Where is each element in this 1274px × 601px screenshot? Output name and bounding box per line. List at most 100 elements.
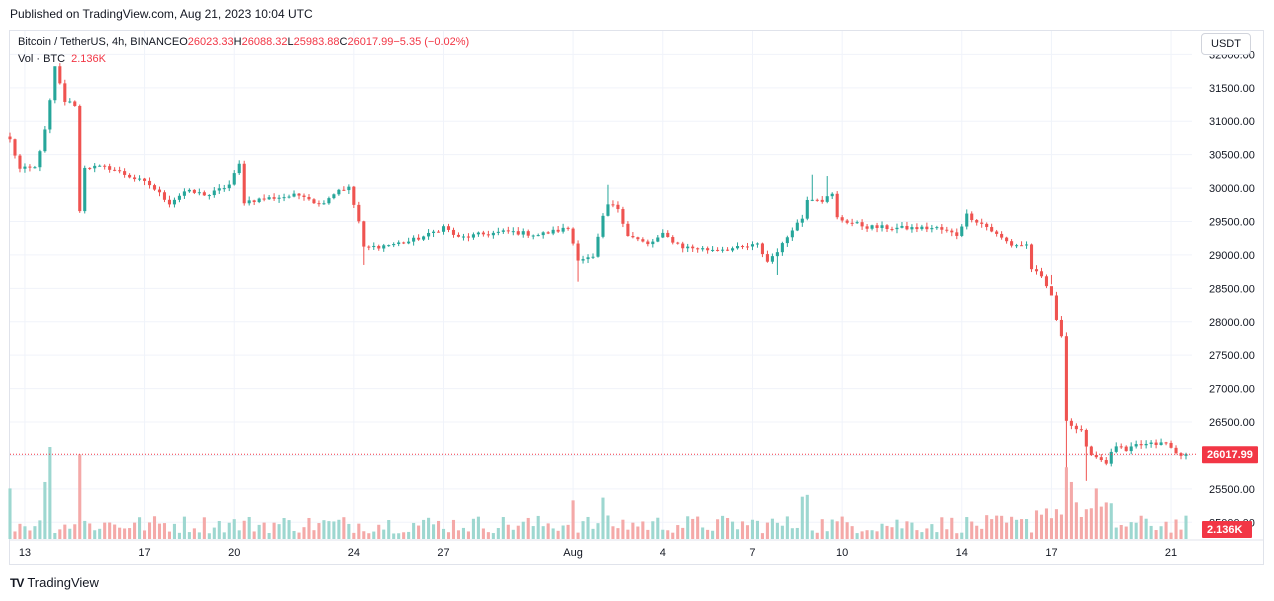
volume-bar (526, 517, 530, 539)
volume-bar (980, 528, 984, 539)
candle (78, 105, 82, 212)
volume-bar (417, 525, 421, 539)
candle (33, 167, 37, 169)
volume-bar (162, 523, 167, 539)
volume-bar (93, 530, 97, 539)
volume-bar (53, 533, 57, 539)
volume-bar (1159, 526, 1163, 539)
candle (521, 231, 525, 235)
candle (875, 225, 879, 228)
candle (162, 192, 167, 200)
volume-bar (1149, 525, 1153, 539)
candle (775, 252, 779, 257)
candle (566, 227, 570, 229)
low-label: L (287, 36, 294, 48)
candle (123, 171, 127, 175)
candle (1010, 241, 1014, 246)
close-value: 26017.99 (347, 36, 394, 48)
volume-bar (895, 519, 899, 539)
candle (1099, 457, 1103, 461)
volume-bar (1144, 518, 1148, 539)
volume-bar (760, 533, 764, 539)
candle (1124, 446, 1128, 452)
candle (800, 218, 804, 223)
candle (890, 229, 894, 231)
volume-bar (925, 528, 929, 539)
candle (446, 226, 451, 230)
volume-bar (551, 528, 555, 539)
y-tick-label: 30500.00 (1209, 150, 1255, 162)
volume-bar (666, 530, 670, 539)
volume-bar (1024, 519, 1029, 539)
candle (626, 223, 630, 237)
volume-bar (780, 525, 784, 539)
candle (476, 232, 480, 235)
chart-frame[interactable] (9, 30, 1264, 565)
candle (152, 185, 157, 190)
candle (925, 226, 929, 230)
volume-bar (1059, 514, 1063, 539)
candle (661, 232, 665, 238)
volume-bar (1074, 502, 1078, 539)
candle (422, 236, 426, 240)
candle (232, 173, 236, 185)
candle (541, 232, 545, 236)
volume-bar (561, 525, 565, 539)
volume-bar (1044, 508, 1049, 539)
volume-bar (342, 517, 346, 539)
volume-bar (571, 500, 575, 539)
candle (721, 249, 725, 251)
candle (835, 193, 839, 218)
volume-bar (142, 530, 147, 539)
candle (13, 139, 17, 156)
candle (855, 222, 859, 224)
close-label: C (339, 36, 348, 48)
candle (23, 166, 27, 169)
candle (441, 226, 446, 232)
volume-bar (257, 524, 261, 539)
volume-bar (187, 532, 191, 539)
candle (103, 165, 107, 167)
volume-label[interactable]: Vol · BTC (18, 53, 66, 65)
tradingview-brand[interactable]: TV TradingView (10, 575, 99, 590)
volume-bar (940, 517, 944, 539)
candle (711, 249, 715, 251)
candle (940, 227, 944, 230)
candle (1149, 442, 1153, 444)
volume-bar (915, 530, 919, 539)
candle (38, 151, 42, 168)
candle (1109, 451, 1113, 464)
candle (63, 83, 67, 102)
volume-bar (172, 523, 176, 539)
volume-bar (212, 527, 216, 539)
volume-bar (441, 528, 446, 539)
candle (387, 245, 391, 247)
candle (451, 229, 456, 235)
volume-bar (990, 519, 994, 539)
volume-bar (382, 529, 386, 539)
candle (1089, 446, 1093, 455)
candle (397, 242, 401, 245)
volume-bar (1020, 519, 1024, 539)
currency-button[interactable]: USDT (1201, 33, 1251, 55)
volume-bar (108, 522, 112, 539)
volume-bar (730, 521, 735, 539)
volume-bar (402, 532, 406, 539)
volume-bar (392, 533, 396, 539)
candle (272, 197, 276, 199)
candle (985, 223, 989, 228)
candle (456, 234, 461, 237)
volume-bar (870, 530, 874, 539)
candle (780, 243, 784, 253)
symbol-title[interactable]: Bitcoin / TetherUS, 4h, BINANCE (18, 36, 180, 48)
ohlc-legend: Bitcoin / TetherUS, 4h, BINANCE O 26023.… (18, 36, 469, 48)
volume-bar (581, 521, 585, 539)
volume-bar (1089, 508, 1093, 539)
y-tick-label: 27500.00 (1209, 350, 1255, 362)
candle (975, 220, 979, 223)
volume-bar (43, 481, 47, 539)
volume-bar (516, 525, 520, 539)
volume-bar (267, 533, 271, 539)
volume-bar (880, 523, 884, 539)
